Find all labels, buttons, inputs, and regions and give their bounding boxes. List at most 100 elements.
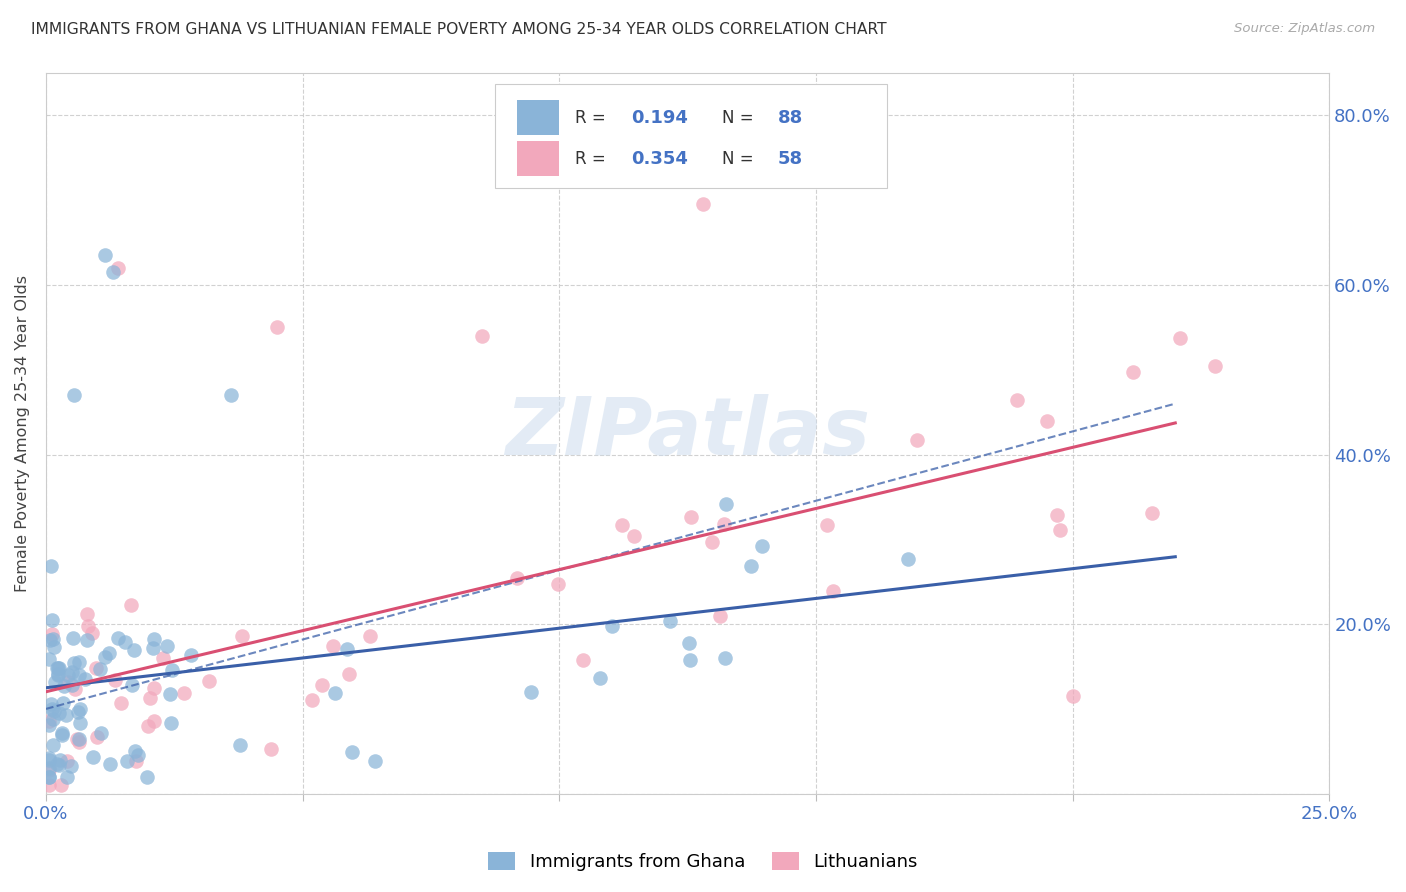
Point xyxy=(56,674,79,689)
Point xyxy=(84,661,107,675)
Point xyxy=(38,633,60,648)
Text: 0.354: 0.354 xyxy=(631,150,688,168)
Point xyxy=(56,667,79,681)
Point xyxy=(588,671,610,685)
Point xyxy=(905,433,928,447)
Point xyxy=(77,619,100,633)
Point xyxy=(709,609,731,624)
Text: N =: N = xyxy=(723,150,759,168)
Point xyxy=(198,673,221,688)
Point xyxy=(76,607,98,621)
Point xyxy=(73,672,96,686)
FancyBboxPatch shape xyxy=(517,142,560,176)
Point xyxy=(821,583,844,598)
Point xyxy=(115,754,138,768)
Point xyxy=(42,705,65,719)
Point xyxy=(52,696,75,710)
Text: R =: R = xyxy=(575,109,610,127)
Point xyxy=(1142,506,1164,520)
Point xyxy=(89,662,111,676)
Point xyxy=(51,726,73,740)
Point xyxy=(714,650,737,665)
Point xyxy=(156,639,179,653)
Point xyxy=(104,673,127,688)
Point xyxy=(114,634,136,648)
Point xyxy=(142,714,165,728)
Point xyxy=(90,726,112,740)
Point xyxy=(610,517,633,532)
Point xyxy=(120,598,142,612)
Legend: Immigrants from Ghana, Lithuanians: Immigrants from Ghana, Lithuanians xyxy=(481,845,925,879)
Point xyxy=(336,642,359,657)
Point xyxy=(322,640,344,654)
Point xyxy=(266,320,288,334)
Point xyxy=(740,559,762,574)
Text: 0.194: 0.194 xyxy=(631,109,688,127)
Point xyxy=(160,663,183,677)
Point xyxy=(229,738,252,752)
Point xyxy=(520,685,543,699)
Point xyxy=(713,516,735,531)
Point xyxy=(340,745,363,759)
FancyBboxPatch shape xyxy=(517,101,560,135)
Point xyxy=(1062,689,1084,703)
Point xyxy=(38,753,60,767)
Point xyxy=(48,661,70,675)
Point xyxy=(1204,359,1226,374)
Point xyxy=(124,642,146,657)
Point xyxy=(173,686,195,700)
Text: ZIPatlas: ZIPatlas xyxy=(505,394,870,473)
Point xyxy=(700,535,723,549)
Point xyxy=(101,265,124,279)
FancyBboxPatch shape xyxy=(495,84,887,188)
Point xyxy=(56,754,79,768)
Point xyxy=(815,518,838,533)
Point xyxy=(125,754,148,768)
Point xyxy=(67,655,90,669)
Point xyxy=(135,770,157,784)
Point xyxy=(219,388,242,402)
Point xyxy=(51,728,73,742)
Point xyxy=(76,632,98,647)
Point xyxy=(337,666,360,681)
Point xyxy=(38,714,60,728)
Point xyxy=(42,640,65,654)
Point xyxy=(63,682,86,697)
Point xyxy=(67,667,90,681)
Point xyxy=(678,652,700,666)
Point xyxy=(38,770,60,784)
Point xyxy=(39,698,62,712)
Point xyxy=(506,571,529,585)
Point xyxy=(48,706,70,720)
Point xyxy=(180,648,202,662)
Point xyxy=(38,751,60,765)
Point xyxy=(231,629,253,643)
Point xyxy=(681,509,703,524)
Point xyxy=(127,748,149,763)
Point xyxy=(86,730,108,744)
Point xyxy=(67,735,90,749)
Point xyxy=(600,619,623,633)
Text: Source: ZipAtlas.com: Source: ZipAtlas.com xyxy=(1234,22,1375,36)
Point xyxy=(67,705,90,719)
Point xyxy=(55,707,77,722)
Point xyxy=(142,641,165,656)
Point xyxy=(46,756,69,771)
Point xyxy=(45,661,67,675)
Point xyxy=(69,702,91,716)
Point xyxy=(714,498,737,512)
Point xyxy=(692,197,714,211)
Point xyxy=(82,750,104,764)
Point xyxy=(41,626,63,640)
Point xyxy=(471,328,494,343)
Y-axis label: Female Poverty Among 25-34 Year Olds: Female Poverty Among 25-34 Year Olds xyxy=(15,275,30,591)
Point xyxy=(60,665,83,679)
Point xyxy=(659,615,682,629)
Point xyxy=(751,540,773,554)
Point xyxy=(547,577,569,591)
Point xyxy=(60,678,83,692)
Point xyxy=(107,260,129,275)
Point xyxy=(301,692,323,706)
Point xyxy=(67,731,90,746)
Point xyxy=(66,731,89,746)
